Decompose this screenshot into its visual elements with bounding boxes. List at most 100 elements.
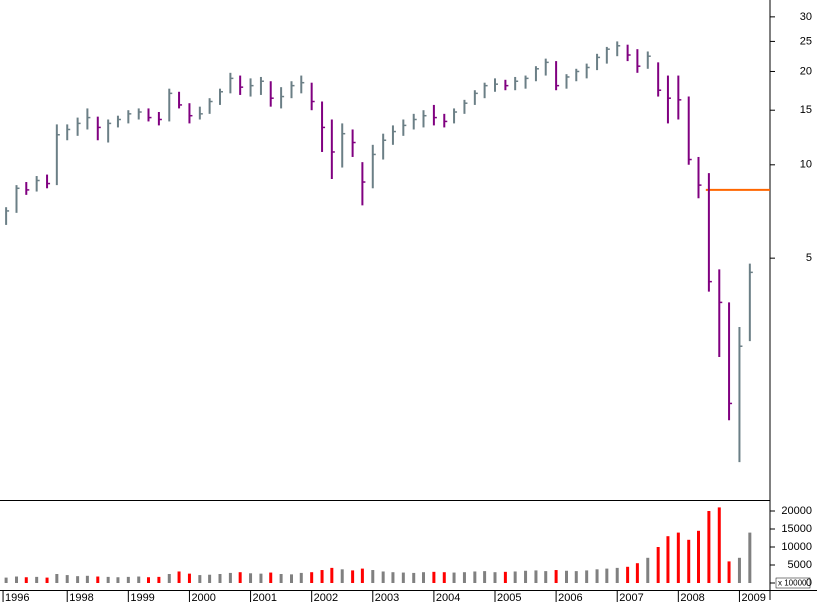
volume-bar: [707, 511, 711, 583]
volume-bar: [432, 571, 436, 583]
volume-bar: [238, 572, 242, 583]
volume-bar: [167, 574, 171, 583]
x-tick-label: 2000: [191, 592, 215, 604]
x-tick-label: 1996: [5, 592, 29, 604]
volume-bar: [4, 577, 8, 583]
volume-bar: [697, 530, 700, 583]
volume-bar: [656, 547, 660, 583]
x-tick-label: 1999: [130, 592, 154, 604]
volume-bar: [635, 563, 639, 583]
volume-bar: [513, 571, 517, 583]
volume-bar: [126, 576, 130, 583]
volume-bar: [157, 576, 161, 583]
volume-bar: [626, 566, 630, 583]
volume-bar: [585, 570, 589, 583]
volume-bar: [615, 567, 619, 583]
volume-bar: [422, 572, 425, 583]
volume-bar: [360, 568, 364, 583]
volume-bar: [462, 572, 466, 583]
volume-bar: [228, 572, 232, 583]
volume-bar: [646, 557, 650, 583]
volume-bar: [524, 570, 528, 583]
volume-bar: [320, 570, 324, 583]
volume-tick-label: 5000: [788, 559, 812, 571]
volume-bar: [401, 572, 405, 583]
volume-bar: [687, 539, 691, 583]
volume-bar: [391, 572, 395, 583]
volume-bar: [76, 576, 80, 583]
volume-bar: [310, 572, 314, 583]
volume-bar: [330, 567, 334, 583]
y-tick-label: 25: [800, 35, 812, 47]
volume-bar: [177, 571, 181, 583]
volume-bar: [544, 571, 548, 583]
volume-bar: [676, 532, 680, 583]
volume-bar: [748, 532, 752, 583]
y-tick-label: 30: [800, 11, 812, 23]
volume-bar: [187, 573, 191, 583]
volume-bar: [565, 570, 568, 583]
unit-box: [775, 577, 811, 589]
volume-bar: [35, 576, 39, 583]
volume-bar: [147, 577, 150, 583]
y-tick-label: 15: [800, 104, 812, 116]
volume-bar: [727, 561, 731, 583]
volume-bar: [371, 570, 375, 583]
volume-bar: [198, 575, 202, 583]
y-tick-label: 20: [800, 65, 812, 77]
volume-bar: [442, 572, 446, 583]
volume-bar: [137, 576, 141, 583]
volume-bar: [351, 570, 355, 583]
volume-bar: [299, 572, 303, 583]
volume-bar: [269, 572, 273, 583]
volume-bar: [55, 574, 59, 583]
volume-bar: [116, 577, 120, 583]
volume-tick-label: 20000: [781, 505, 812, 517]
volume-bar: [249, 573, 253, 583]
volume-bar: [554, 570, 558, 583]
x-tick-label: 2002: [314, 592, 338, 604]
volume-bar: [534, 570, 538, 583]
volume-tick-label: 15000: [781, 523, 812, 535]
volume-bar: [503, 571, 507, 583]
volume-bar: [85, 575, 89, 583]
x-tick-label: 2008: [680, 592, 704, 604]
x-tick-label: 2007: [619, 592, 643, 604]
volume-bar: [279, 574, 283, 583]
volume-bar: [666, 536, 670, 583]
volume-bar: [106, 576, 110, 583]
volume-bar: [24, 577, 28, 583]
volume-bar: [574, 571, 578, 583]
volume-bar: [45, 577, 49, 583]
x-tick-label: 2005: [497, 592, 521, 604]
volume-bar: [493, 572, 497, 583]
volume-bar: [452, 572, 456, 583]
volume-bar: [737, 557, 741, 583]
volume-tick-label: 10000: [781, 541, 812, 553]
volume-bar: [717, 507, 721, 583]
volume-bar: [65, 575, 69, 583]
y-tick-label: 10: [800, 159, 812, 171]
volume-bar: [290, 574, 293, 583]
x-tick-label: 2003: [375, 592, 399, 604]
volume-bar: [218, 574, 222, 583]
volume-bar: [208, 574, 212, 583]
x-tick-label: 2009: [741, 592, 765, 604]
x-tick-label: 2001: [253, 592, 277, 604]
volume-bar: [605, 568, 609, 583]
volume-bar: [340, 569, 344, 583]
volume-bar: [473, 571, 477, 583]
x-tick-label: 2004: [436, 592, 460, 604]
y-tick-label: 5: [806, 252, 812, 264]
volume-bar: [381, 571, 385, 583]
volume-bar: [15, 576, 18, 583]
x-tick-label: 2006: [558, 592, 582, 604]
volume-unit-label: x 10000: [778, 579, 807, 588]
volume-bar: [595, 569, 599, 583]
volume-tick-label: 0: [806, 577, 812, 589]
volume-bar: [96, 576, 100, 583]
volume-bar: [412, 572, 416, 583]
x-tick-label: 1998: [69, 592, 93, 604]
volume-bar: [259, 573, 263, 583]
